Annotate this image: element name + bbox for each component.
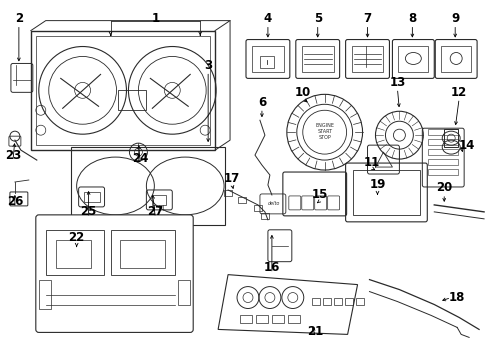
Text: 13: 13	[389, 76, 406, 89]
Text: 1: 1	[151, 12, 159, 25]
Text: 6: 6	[258, 96, 266, 109]
Bar	[344, 298, 353, 305]
Text: STOP: STOP	[318, 135, 331, 140]
Bar	[71, 147, 225, 225]
Text: 10: 10	[294, 86, 311, 99]
Bar	[302, 45, 334, 72]
Bar	[254, 205, 262, 211]
Text: 2: 2	[15, 12, 23, 25]
Text: 9: 9	[451, 12, 459, 25]
Text: 25: 25	[80, 205, 97, 219]
Bar	[260, 57, 274, 68]
Bar	[444, 129, 458, 147]
Bar	[334, 298, 342, 305]
Text: 14: 14	[459, 139, 475, 152]
Bar	[428, 129, 458, 135]
Bar	[111, 230, 175, 275]
Bar	[31, 31, 215, 150]
Bar	[178, 280, 190, 305]
Bar	[428, 159, 458, 165]
Polygon shape	[218, 275, 358, 334]
Text: START: START	[317, 129, 332, 134]
Bar	[428, 149, 458, 155]
Bar	[240, 315, 252, 323]
Bar	[252, 45, 284, 72]
Bar	[353, 170, 420, 215]
Bar	[288, 315, 300, 323]
Text: 16: 16	[264, 261, 280, 274]
Bar	[84, 192, 99, 202]
Text: 20: 20	[436, 181, 452, 194]
Text: 21: 21	[308, 325, 324, 338]
Bar	[441, 45, 471, 72]
Bar	[312, 298, 319, 305]
Text: 19: 19	[369, 179, 386, 192]
Text: 26: 26	[7, 195, 23, 208]
Text: 4: 4	[264, 12, 272, 25]
Bar	[398, 45, 428, 72]
Text: 22: 22	[69, 231, 85, 244]
Text: 18: 18	[449, 291, 466, 304]
Text: 27: 27	[147, 205, 164, 219]
Bar	[272, 315, 284, 323]
Bar	[39, 280, 51, 310]
Bar	[152, 195, 166, 205]
Bar	[323, 298, 331, 305]
Text: 17: 17	[224, 171, 240, 185]
Text: 15: 15	[312, 188, 328, 202]
Text: 12: 12	[451, 86, 467, 99]
Bar	[352, 45, 384, 72]
Bar	[56, 240, 91, 268]
Text: 5: 5	[314, 12, 322, 25]
Bar	[238, 197, 246, 203]
Bar	[121, 240, 165, 268]
Text: delto: delto	[268, 201, 280, 206]
Text: 3: 3	[204, 59, 212, 72]
Text: 8: 8	[408, 12, 416, 25]
Bar	[356, 298, 364, 305]
Bar	[46, 230, 103, 275]
Bar	[256, 315, 268, 323]
Bar	[119, 90, 147, 110]
Bar	[261, 213, 269, 219]
Text: 11: 11	[364, 156, 380, 168]
Bar	[428, 139, 458, 145]
Text: 24: 24	[132, 152, 148, 165]
Bar	[224, 190, 232, 196]
Text: ENGINE: ENGINE	[315, 123, 334, 128]
FancyBboxPatch shape	[36, 215, 193, 332]
Bar	[428, 169, 458, 175]
Text: 7: 7	[364, 12, 371, 25]
Text: 23: 23	[5, 149, 21, 162]
Bar	[36, 36, 210, 145]
